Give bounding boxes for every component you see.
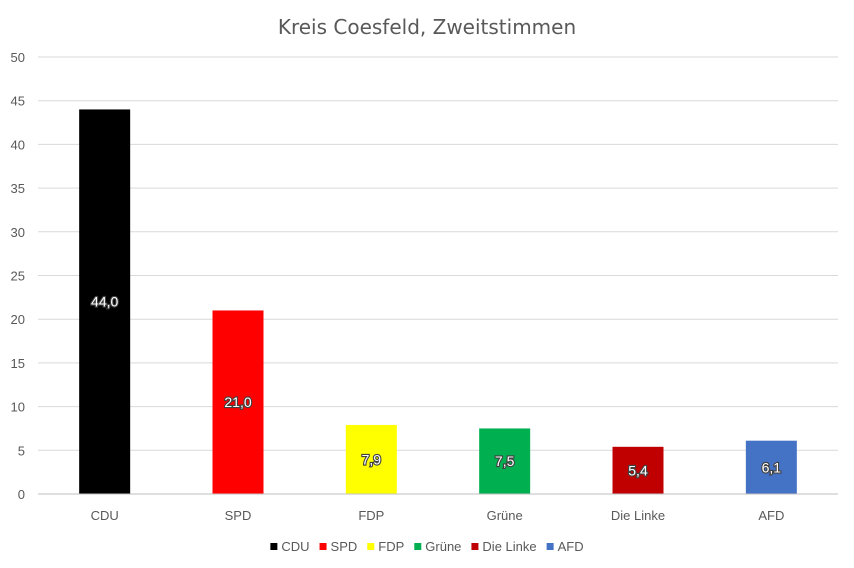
data-label: 44,0 — [91, 294, 118, 310]
data-label: 6,1 — [762, 459, 782, 475]
x-category-label: Grüne — [487, 508, 523, 523]
data-label: 7,5 — [495, 453, 515, 469]
chart-title: Kreis Coesfeld, Zweitstimmen — [278, 15, 576, 39]
bar-grüne — [479, 428, 531, 494]
y-tick-label: 35 — [11, 181, 25, 196]
bar-fdp — [345, 424, 397, 494]
legend-swatch — [414, 543, 422, 550]
bar-spd — [212, 310, 264, 494]
data-label: 5,4 — [628, 462, 648, 478]
legend: CDU SPD FDP Grüne Die Linke AFD — [270, 539, 584, 554]
y-tick-label: 20 — [11, 312, 25, 327]
y-axis-ticks: 0 5 10 15 20 25 30 35 40 45 50 — [11, 50, 25, 502]
bar-afd — [745, 440, 797, 494]
gridlines — [38, 56, 838, 451]
data-labels: 44,0 21,0 7,9 7,5 5,4 6,1 — [90, 293, 782, 480]
x-axis-categories: CDU SPD FDP Grüne Die Linke AFD — [91, 508, 785, 523]
y-tick-label: 50 — [11, 50, 25, 65]
legend-swatch — [546, 543, 554, 550]
y-tick-label: 30 — [11, 225, 25, 240]
x-category-label: SPD — [225, 508, 252, 523]
bars — [79, 109, 797, 494]
legend-swatch — [471, 543, 479, 550]
legend-label: CDU — [281, 539, 309, 554]
y-tick-label: 25 — [11, 269, 25, 284]
legend-label: Grüne — [425, 539, 461, 554]
bar-cdu — [79, 109, 131, 494]
y-tick-label: 15 — [11, 356, 25, 371]
legend-swatch — [319, 543, 327, 550]
y-tick-label: 40 — [11, 137, 25, 152]
y-tick-label: 10 — [11, 400, 25, 415]
legend-swatch — [270, 543, 278, 550]
legend-swatch — [367, 543, 375, 550]
legend-label: Die Linke — [482, 539, 536, 554]
x-category-label: FDP — [358, 508, 384, 523]
x-category-label: CDU — [91, 508, 119, 523]
data-label: 21,0 — [224, 394, 251, 410]
bar-die-linke — [612, 446, 664, 494]
legend-label: AFD — [558, 539, 584, 554]
legend-label: FDP — [378, 539, 404, 554]
legend-label: SPD — [331, 539, 358, 554]
y-tick-label: 0 — [18, 487, 25, 502]
x-category-label: AFD — [758, 508, 784, 523]
data-label: 7,9 — [362, 451, 382, 467]
x-category-label: Die Linke — [611, 508, 665, 523]
y-tick-label: 45 — [11, 94, 25, 109]
y-tick-label: 5 — [18, 443, 25, 458]
